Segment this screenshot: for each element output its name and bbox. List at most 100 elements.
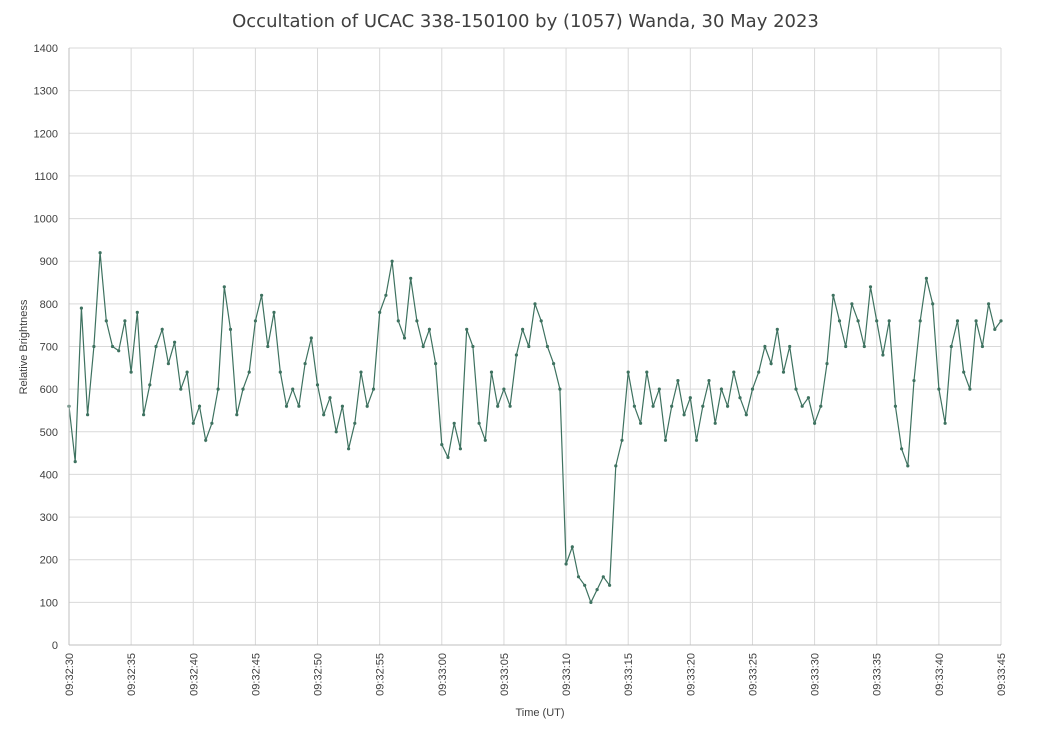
y-tick-label-11: 1100 <box>34 171 58 183</box>
data-point-0-53 <box>396 319 400 323</box>
data-point-0-51 <box>384 293 388 297</box>
data-point-0-71 <box>508 404 512 408</box>
data-point-0-48 <box>365 404 369 408</box>
data-point-0-49 <box>371 387 376 391</box>
x-tick-label-11: 09:33:25 <box>747 653 759 696</box>
data-point-0-118 <box>800 404 804 408</box>
data-point-0-104 <box>713 421 717 425</box>
data-point-0-143 <box>955 319 960 323</box>
y-tick-label-10: 1000 <box>34 214 58 226</box>
data-point-0-21 <box>197 404 202 408</box>
data-point-0-130 <box>875 319 879 323</box>
series-layer <box>67 251 1003 605</box>
data-point-0-67 <box>483 438 487 442</box>
data-point-0-129 <box>868 285 873 289</box>
data-point-0-15 <box>160 327 164 331</box>
y-tick-label-1: 100 <box>40 597 58 609</box>
data-point-0-98 <box>676 379 680 383</box>
data-point-0-6 <box>104 319 108 323</box>
data-point-0-17 <box>173 340 177 344</box>
data-point-0-65 <box>471 344 475 349</box>
data-point-0-11 <box>135 310 139 314</box>
x-tick-label-8: 09:33:10 <box>561 653 573 696</box>
x-tick-label-10: 09:33:20 <box>685 653 697 696</box>
data-point-0-146 <box>974 319 978 323</box>
data-point-0-103 <box>707 379 711 383</box>
data-point-0-31 <box>260 293 264 297</box>
data-point-0-54 <box>402 336 407 340</box>
data-point-0-68 <box>489 370 494 374</box>
data-point-0-78 <box>552 362 556 366</box>
data-point-0-105 <box>719 387 724 391</box>
data-point-0-95 <box>657 387 661 391</box>
data-point-0-140 <box>937 387 941 391</box>
data-point-0-29 <box>247 370 251 374</box>
data-point-0-40 <box>315 383 320 387</box>
data-point-0-123 <box>831 293 835 297</box>
data-point-0-64 <box>465 327 469 331</box>
data-point-0-34 <box>278 370 282 374</box>
y-tick-label-4: 400 <box>40 469 58 481</box>
x-tick-label-1: 09:32:35 <box>126 653 138 696</box>
y-tick-label-13: 1300 <box>34 86 58 98</box>
data-point-0-1 <box>73 460 77 464</box>
data-point-0-27 <box>235 413 239 417</box>
data-point-0-32 <box>266 344 270 349</box>
data-point-0-43 <box>334 430 338 434</box>
data-point-0-109 <box>744 413 748 417</box>
data-point-0-120 <box>813 421 817 425</box>
x-tick-label-3: 09:32:45 <box>250 653 262 696</box>
data-point-0-108 <box>738 396 742 400</box>
data-point-0-59 <box>434 362 438 366</box>
data-point-0-69 <box>496 404 500 408</box>
data-point-0-106 <box>726 404 730 408</box>
data-point-0-136 <box>912 379 916 383</box>
data-point-0-18 <box>179 387 183 391</box>
x-axis-label: Time (UT) <box>515 707 564 719</box>
data-point-0-5 <box>98 251 102 255</box>
data-point-0-4 <box>92 344 96 349</box>
x-tick-label-9: 09:33:15 <box>623 653 635 696</box>
data-point-0-93 <box>645 370 649 374</box>
data-point-0-83 <box>583 583 587 587</box>
data-point-0-94 <box>651 404 655 408</box>
data-point-0-92 <box>639 421 643 425</box>
data-point-0-20 <box>191 421 195 425</box>
data-point-0-131 <box>881 353 885 357</box>
data-point-0-86 <box>601 575 605 579</box>
data-point-0-144 <box>962 370 966 374</box>
data-point-0-12 <box>142 413 146 417</box>
data-point-0-91 <box>632 404 637 408</box>
data-point-0-137 <box>918 319 922 323</box>
data-point-0-72 <box>514 353 519 357</box>
data-point-0-119 <box>806 396 811 400</box>
data-point-0-79 <box>558 387 562 391</box>
data-point-0-116 <box>788 344 792 349</box>
data-point-0-37 <box>297 404 301 408</box>
x-tick-label-5: 09:32:55 <box>375 653 387 696</box>
data-point-0-33 <box>272 310 276 314</box>
data-point-0-8 <box>117 349 121 353</box>
data-point-0-76 <box>539 319 543 323</box>
data-point-0-142 <box>949 344 953 349</box>
data-point-0-41 <box>322 413 326 417</box>
data-point-0-134 <box>900 447 904 451</box>
data-point-0-70 <box>502 387 506 391</box>
data-point-0-139 <box>931 302 935 306</box>
data-point-0-30 <box>253 319 257 323</box>
data-point-0-52 <box>390 259 394 263</box>
data-point-0-141 <box>943 421 947 425</box>
data-point-0-28 <box>241 387 245 391</box>
data-point-0-125 <box>844 344 848 349</box>
data-point-0-81 <box>570 545 574 549</box>
data-point-0-22 <box>204 438 208 442</box>
data-point-0-89 <box>620 438 624 442</box>
data-point-0-148 <box>987 302 991 306</box>
y-axis-label: Relative Brightness <box>18 299 30 394</box>
data-point-0-75 <box>533 302 537 306</box>
data-point-0-44 <box>340 404 344 408</box>
data-point-0-115 <box>781 370 786 374</box>
data-point-0-114 <box>775 327 779 331</box>
data-point-0-82 <box>576 575 581 579</box>
